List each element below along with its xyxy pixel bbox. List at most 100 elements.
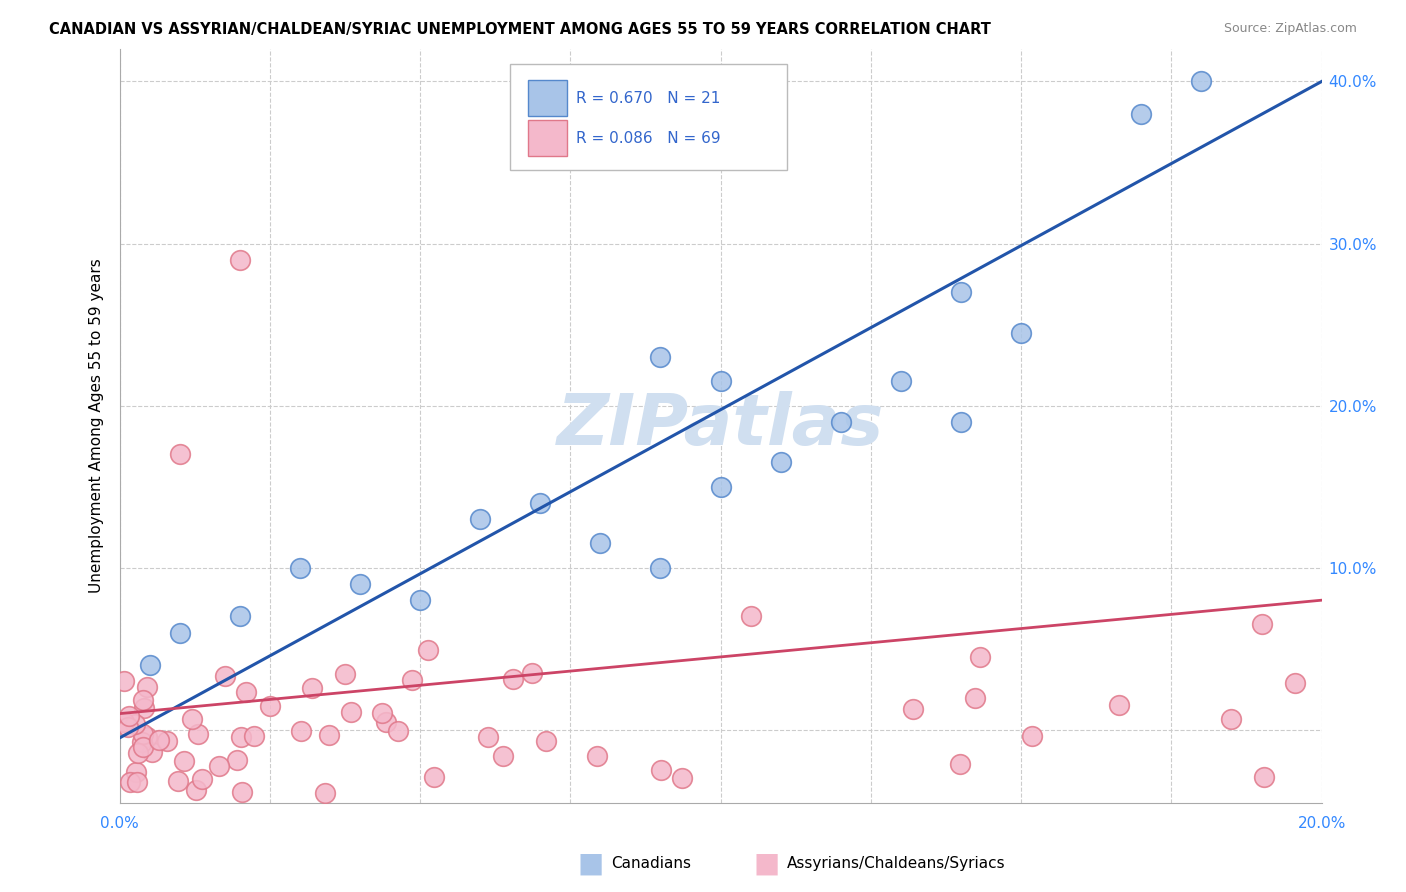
Point bbox=[901, 701, 924, 715]
Point bbox=[318, 728, 340, 742]
Point bbox=[118, 709, 141, 723]
Point bbox=[709, 375, 731, 389]
Point bbox=[950, 285, 973, 300]
Text: CANADIAN VS ASSYRIAN/CHALDEAN/SYRIAC UNEMPLOYMENT AMONG AGES 55 TO 59 YEARS CORR: CANADIAN VS ASSYRIAN/CHALDEAN/SYRIAC UNE… bbox=[49, 22, 991, 37]
Point bbox=[1189, 74, 1212, 88]
Point bbox=[401, 673, 423, 687]
Point bbox=[650, 764, 672, 778]
Y-axis label: Unemployment Among Ages 55 to 59 years: Unemployment Among Ages 55 to 59 years bbox=[89, 259, 104, 593]
Point bbox=[1250, 617, 1272, 632]
Point bbox=[124, 717, 146, 731]
Point bbox=[228, 252, 252, 267]
Point bbox=[314, 786, 336, 800]
Point bbox=[370, 706, 392, 721]
Point bbox=[141, 745, 163, 759]
Point bbox=[949, 757, 972, 772]
Point bbox=[242, 729, 264, 743]
Point bbox=[136, 681, 159, 695]
Point bbox=[1010, 326, 1032, 340]
Point bbox=[231, 784, 253, 798]
Point bbox=[492, 748, 515, 763]
Point bbox=[134, 701, 156, 715]
Point bbox=[520, 665, 543, 680]
Point bbox=[890, 375, 912, 389]
Point bbox=[709, 480, 731, 494]
Point bbox=[671, 772, 693, 786]
Point bbox=[769, 455, 792, 469]
Point bbox=[950, 415, 973, 429]
Point bbox=[589, 536, 612, 550]
Point bbox=[529, 496, 551, 510]
Point bbox=[191, 772, 214, 786]
Point bbox=[118, 775, 141, 789]
Point bbox=[148, 732, 170, 747]
FancyBboxPatch shape bbox=[529, 120, 567, 156]
Text: Canadians: Canadians bbox=[612, 856, 692, 871]
Point bbox=[167, 773, 190, 788]
Point bbox=[235, 685, 257, 699]
Point bbox=[138, 658, 160, 673]
Point bbox=[112, 714, 135, 729]
Point bbox=[422, 770, 444, 784]
Point bbox=[301, 681, 323, 695]
Point bbox=[409, 593, 432, 607]
Point bbox=[207, 759, 229, 773]
Point bbox=[349, 577, 371, 591]
Point bbox=[1130, 107, 1153, 121]
Point bbox=[132, 726, 155, 740]
Point bbox=[169, 447, 191, 461]
Point bbox=[1220, 712, 1243, 726]
Point bbox=[259, 698, 281, 713]
Point bbox=[228, 609, 252, 624]
Point bbox=[181, 712, 204, 726]
Point bbox=[650, 350, 672, 364]
Point bbox=[335, 667, 357, 681]
Point bbox=[169, 625, 191, 640]
Point bbox=[1253, 770, 1275, 784]
Point bbox=[112, 674, 135, 689]
Point bbox=[650, 561, 672, 575]
Point bbox=[1284, 676, 1306, 690]
Text: R = 0.670   N = 21: R = 0.670 N = 21 bbox=[576, 91, 721, 105]
Text: 0.0%: 0.0% bbox=[100, 816, 139, 830]
Point bbox=[1108, 698, 1130, 713]
Point bbox=[117, 720, 139, 734]
Point bbox=[586, 748, 609, 763]
Text: ■: ■ bbox=[578, 849, 603, 878]
Text: Assyrians/Chaldeans/Syriacs: Assyrians/Chaldeans/Syriacs bbox=[787, 856, 1005, 871]
Text: ZIPatlas: ZIPatlas bbox=[557, 392, 884, 460]
Point bbox=[156, 734, 179, 748]
Point bbox=[131, 735, 153, 749]
Point bbox=[136, 730, 159, 744]
Point bbox=[128, 747, 150, 761]
Point bbox=[132, 693, 155, 707]
Point bbox=[468, 512, 492, 526]
Point bbox=[418, 642, 440, 657]
FancyBboxPatch shape bbox=[510, 64, 787, 169]
Point bbox=[184, 783, 207, 797]
Text: R = 0.086   N = 69: R = 0.086 N = 69 bbox=[576, 130, 721, 145]
Text: 20.0%: 20.0% bbox=[1298, 816, 1346, 830]
Text: Source: ZipAtlas.com: Source: ZipAtlas.com bbox=[1223, 22, 1357, 36]
Point bbox=[963, 690, 986, 705]
Point bbox=[340, 705, 363, 719]
Point bbox=[290, 723, 312, 738]
Point bbox=[132, 739, 155, 754]
Point bbox=[124, 764, 146, 779]
Point bbox=[229, 730, 252, 744]
Point bbox=[534, 734, 557, 748]
Point bbox=[477, 731, 499, 745]
Point bbox=[740, 609, 762, 624]
Point bbox=[187, 727, 209, 741]
Point bbox=[225, 753, 247, 767]
Point bbox=[214, 668, 236, 682]
FancyBboxPatch shape bbox=[529, 80, 567, 116]
Point bbox=[173, 754, 195, 768]
Point bbox=[387, 723, 409, 738]
Point bbox=[502, 672, 524, 686]
Text: ■: ■ bbox=[754, 849, 779, 878]
Point bbox=[125, 775, 148, 789]
Point bbox=[830, 415, 852, 429]
Point bbox=[969, 650, 991, 665]
Point bbox=[288, 561, 311, 575]
